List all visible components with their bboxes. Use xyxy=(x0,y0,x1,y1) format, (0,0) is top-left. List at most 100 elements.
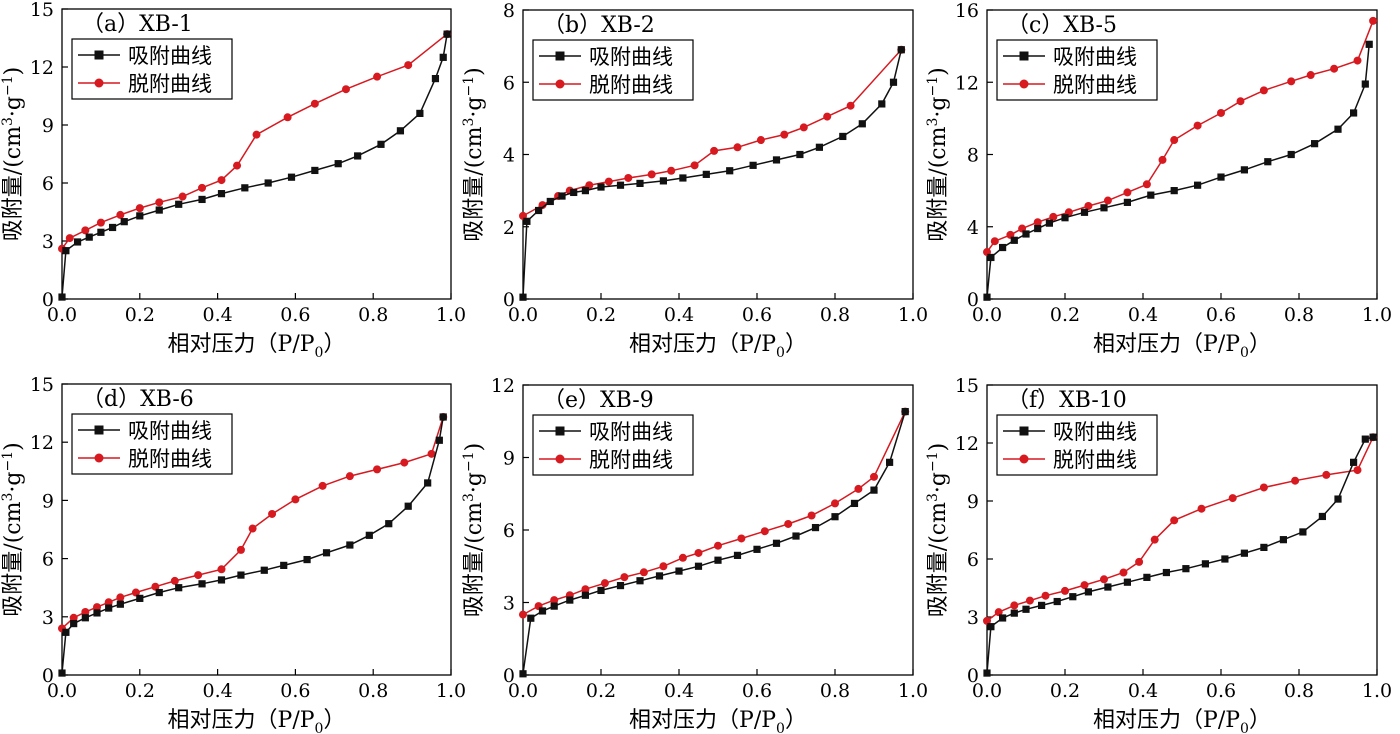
legend-label: 吸附曲线 xyxy=(1053,45,1137,69)
x-tick-label: 0.8 xyxy=(358,680,388,702)
legend-label: 脱附曲线 xyxy=(589,73,673,97)
data-point-square xyxy=(198,195,206,204)
x-tick-label: 0.8 xyxy=(1284,304,1314,326)
data-point-square xyxy=(1022,230,1030,238)
data-point-square xyxy=(679,174,687,182)
data-point-square xyxy=(322,549,331,557)
data-point-square xyxy=(1260,543,1268,551)
data-point-square xyxy=(870,486,878,494)
data-point-circle xyxy=(69,613,78,622)
data-point-square xyxy=(792,532,800,540)
y-tick-label: 12 xyxy=(491,375,515,397)
data-point-circle xyxy=(733,143,742,152)
data-point-circle xyxy=(870,472,878,481)
x-tick-label: 1.0 xyxy=(1362,680,1392,702)
data-point-square xyxy=(983,293,991,301)
y-tick-label: 6 xyxy=(967,549,979,571)
data-point-circle xyxy=(756,136,765,145)
y-tick-label: 3 xyxy=(503,593,515,615)
legend-marker-square xyxy=(94,50,104,60)
data-point-square xyxy=(93,609,101,617)
data-point-square xyxy=(581,187,589,195)
y-tick-label: 4 xyxy=(503,145,515,167)
data-point-circle xyxy=(519,610,527,619)
data-point-circle xyxy=(994,608,1003,617)
data-point-square xyxy=(1350,458,1358,466)
data-point-square xyxy=(636,179,644,187)
data-point-square xyxy=(1299,528,1307,536)
y-tick-label: 9 xyxy=(503,448,515,470)
x-tick-label: 0.2 xyxy=(586,304,616,326)
x-tick-label: 0.0 xyxy=(972,680,1002,702)
x-tick-label: 0.2 xyxy=(1050,304,1080,326)
data-point-circle xyxy=(1100,575,1108,584)
data-point-circle xyxy=(737,534,746,543)
y-tick-label: 0 xyxy=(967,665,979,687)
data-point-circle xyxy=(65,234,74,243)
panel-title: （a）XB-1 xyxy=(82,12,193,37)
data-point-circle xyxy=(604,177,613,186)
data-point-square xyxy=(1100,204,1108,212)
series-desorption xyxy=(983,433,1378,625)
data-point-square xyxy=(999,614,1007,622)
data-point-square xyxy=(597,586,605,595)
legend-label: 吸附曲线 xyxy=(128,44,212,68)
series-adsorption xyxy=(58,30,451,301)
data-point-square xyxy=(1045,219,1053,227)
series-adsorption xyxy=(983,433,1377,677)
legend-label: 脱附曲线 xyxy=(128,72,212,96)
x-tick-label: 0.6 xyxy=(280,304,310,326)
data-point-square xyxy=(1264,158,1272,166)
y-tick-label: 0 xyxy=(967,289,979,311)
data-point-square xyxy=(616,181,625,189)
data-point-square xyxy=(519,293,527,301)
data-point-square xyxy=(1010,609,1018,617)
legend-label: 吸附曲线 xyxy=(1053,420,1137,444)
data-point-circle xyxy=(854,484,863,493)
data-point-square xyxy=(1182,565,1190,573)
data-point-square xyxy=(655,572,664,580)
data-point-circle xyxy=(233,161,242,170)
data-point-circle xyxy=(667,166,676,175)
data-point-square xyxy=(1162,568,1170,577)
y-tick-label: 0 xyxy=(42,665,54,687)
data-point-circle xyxy=(404,61,413,70)
panel-title: （d）XB-6 xyxy=(82,387,194,412)
data-point-square xyxy=(546,197,554,206)
data-point-circle xyxy=(1369,16,1378,25)
data-point-square xyxy=(155,206,163,214)
series-adsorption xyxy=(519,407,909,678)
legend-box xyxy=(71,38,233,100)
data-point-circle xyxy=(1025,596,1034,605)
data-point-square xyxy=(694,562,703,570)
data-point-square xyxy=(1034,224,1042,233)
data-point-circle xyxy=(96,218,105,227)
data-point-circle xyxy=(1170,136,1179,145)
data-point-square xyxy=(527,614,535,622)
data-point-square xyxy=(1350,109,1358,117)
data-point-circle xyxy=(135,204,144,213)
data-point-square xyxy=(1361,435,1369,443)
data-point-square xyxy=(897,46,905,54)
data-point-square xyxy=(120,218,128,226)
data-point-square xyxy=(217,576,226,584)
x-tick-label: 0.0 xyxy=(508,304,538,326)
data-point-square xyxy=(772,156,781,164)
data-point-circle xyxy=(252,130,261,139)
series-desorption xyxy=(983,16,1378,257)
data-point-square xyxy=(1334,125,1342,133)
legend-label: 吸附曲线 xyxy=(589,45,673,69)
y-tick-label: 12 xyxy=(955,72,979,94)
y-tick-label: 3 xyxy=(42,231,54,253)
data-point-circle xyxy=(1084,201,1093,210)
data-point-square xyxy=(523,217,531,225)
x-tick-label: 0.8 xyxy=(820,680,850,702)
y-tick-label: 9 xyxy=(42,115,54,137)
x-tick-label: 1.0 xyxy=(1362,304,1392,326)
series-adsorption xyxy=(519,46,905,301)
y-tick-label: 4 xyxy=(967,217,979,239)
plot-frame xyxy=(986,384,1378,676)
data-point-circle xyxy=(1193,121,1202,130)
data-point-circle xyxy=(81,607,90,616)
